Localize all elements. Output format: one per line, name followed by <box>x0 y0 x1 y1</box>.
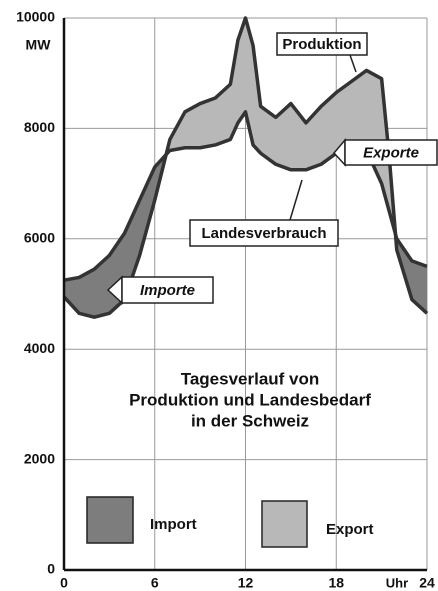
y-tick-label: 2000 <box>24 450 55 466</box>
legend-label: Export <box>326 521 374 538</box>
y-axis-label: MW <box>26 37 52 53</box>
chart-title: Tagesverlauf von <box>181 369 320 388</box>
chart-title: in der Schweiz <box>191 411 309 430</box>
legend-swatch <box>86 496 134 544</box>
series-label: Landesverbrauch <box>201 225 326 242</box>
x-tick-label: 6 <box>151 575 159 591</box>
y-tick-label: 6000 <box>24 230 55 246</box>
pointer <box>289 179 303 221</box>
chart-title: Produktion und Landesbedarf <box>129 390 371 409</box>
line <box>63 110 428 282</box>
y-tick-label: 8000 <box>24 119 55 135</box>
y-tick-label: 10000 <box>16 9 55 25</box>
annotation-box <box>121 276 214 304</box>
y-tick-label: 4000 <box>24 340 55 356</box>
annotation: Exporte <box>363 144 419 161</box>
x-tick-label: 0 <box>60 575 68 591</box>
annotation-box <box>344 139 438 166</box>
x-tick-label: 24 <box>419 575 435 591</box>
legend-swatch <box>261 500 308 548</box>
y-tick-label: 0 <box>47 561 55 577</box>
annotation: Importe <box>140 282 195 299</box>
legend-label: Import <box>150 516 197 533</box>
series-label-box <box>189 219 339 247</box>
series-label-box <box>276 32 368 56</box>
series-label: Produktion <box>282 36 361 53</box>
x-tick-label: 18 <box>328 575 344 591</box>
x-axis-label: Uhr <box>386 575 408 590</box>
x-tick-label: 12 <box>238 575 254 591</box>
pointer <box>349 54 357 73</box>
